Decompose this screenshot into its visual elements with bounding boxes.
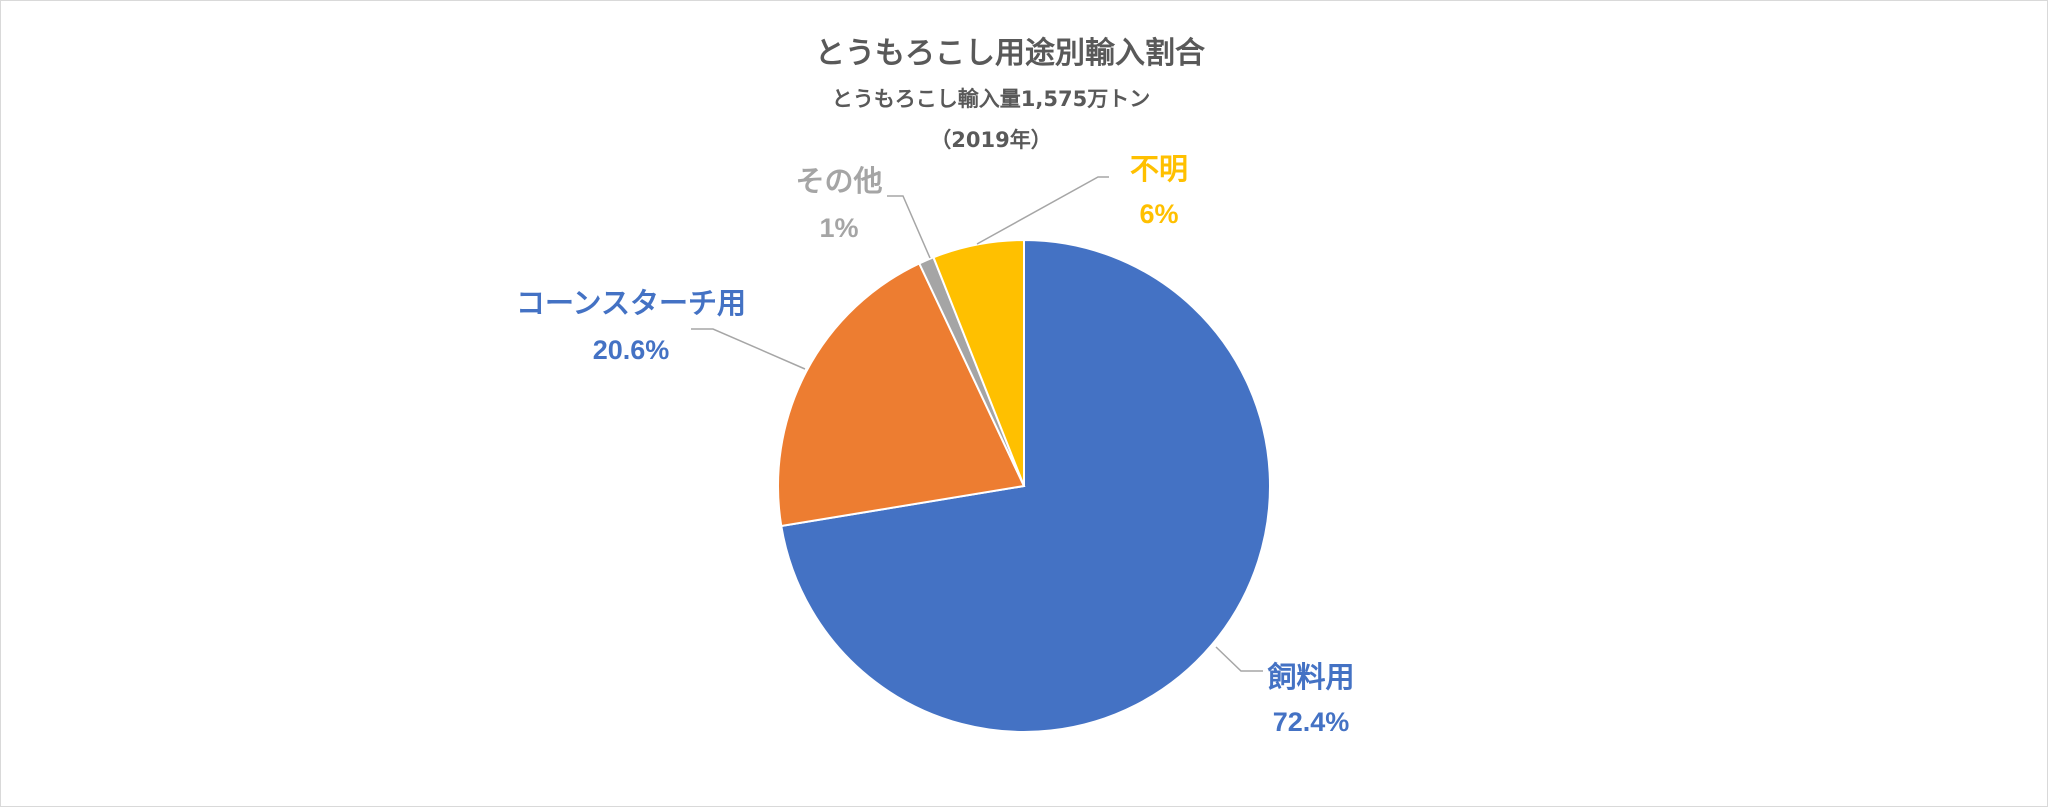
slice-label-3: その他 — [795, 164, 882, 198]
leader-line-3 — [887, 195, 931, 259]
pie-slice-1 — [780, 238, 1271, 733]
leader-line-2 — [691, 328, 806, 370]
slice-label-4: 不明 — [1130, 152, 1188, 186]
slice-percent-3: 1% — [819, 213, 858, 243]
pie-slices — [777, 238, 1271, 733]
leader-line-1 — [1215, 646, 1263, 672]
pie-slice-4 — [932, 238, 1025, 487]
slice-label-2: コーンスターチ用 — [516, 286, 746, 320]
pie-slice-2 — [777, 262, 1026, 528]
slice-labels: 飼料用 72.4% コーンスターチ用 20.6% その他 1% 不明 6% — [516, 152, 1355, 737]
slice-percent-2: 20.6% — [593, 335, 670, 365]
chart-subtitle-year: （2019年） — [930, 128, 1051, 152]
leader-lines — [691, 176, 1263, 672]
chart-title: とうもろこし用途別輸入割合 — [815, 36, 1205, 71]
slice-label-1: 飼料用 — [1267, 660, 1354, 694]
slice-percent-1: 72.4% — [1273, 707, 1350, 737]
leader-line-4 — [976, 176, 1109, 245]
chart-subtitle: とうもろこし輸入量1,575万トン — [832, 87, 1150, 111]
slice-percent-4: 6% — [1139, 199, 1178, 229]
